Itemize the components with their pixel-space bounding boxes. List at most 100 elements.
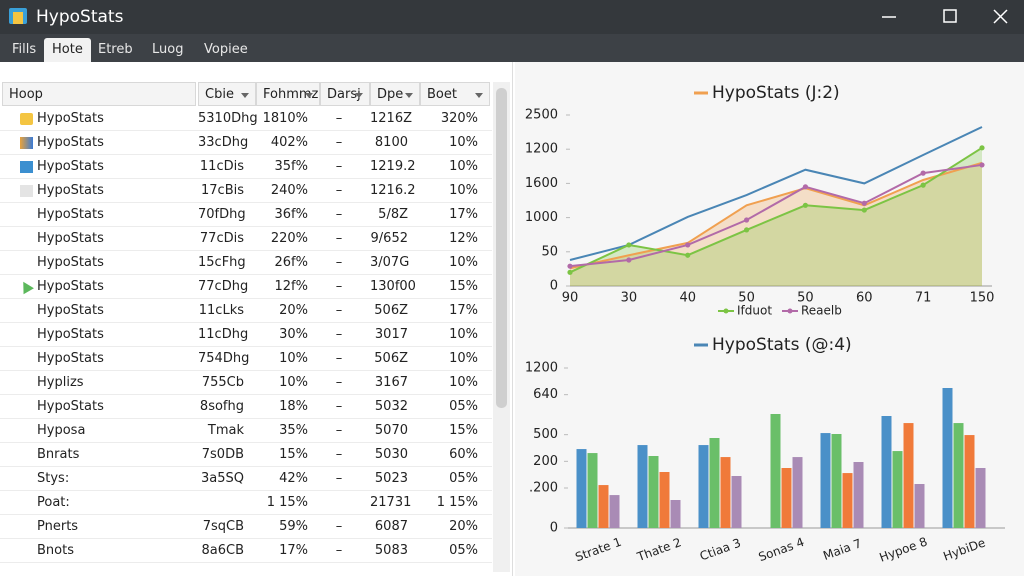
cell-value: –: [335, 231, 343, 246]
title-bar: HypoStats: [0, 0, 1024, 34]
x-tick-label: 71: [915, 291, 932, 306]
cell-value: 8100: [374, 135, 408, 150]
bar: [903, 423, 914, 528]
cell-value: 5310Dhg: [198, 111, 258, 126]
cell-value: 10%: [449, 255, 478, 270]
row-name: HypoStats: [37, 255, 104, 270]
cell-value: 130f00: [370, 279, 416, 294]
series-line: [569, 146, 983, 274]
maximize-button[interactable]: [943, 9, 957, 23]
row-name: HypoStats: [37, 399, 104, 414]
column-header[interactable]: Hoop: [2, 82, 196, 106]
cell-value: –: [335, 327, 343, 342]
cell-value: 77cDhg: [198, 279, 249, 294]
table-row[interactable]: HypoStats 11cDhg 30% – 3017 10%: [0, 323, 492, 347]
column-header[interactable]: Fohmmz: [256, 82, 320, 106]
table-row[interactable]: Hyplizs 755Cb 10% – 3167 10%: [0, 371, 492, 395]
table-row[interactable]: HypoStats 33cDhg 402% – 8100 10%: [0, 131, 492, 155]
row-name: Hyposa: [37, 423, 86, 438]
cell-value: –: [335, 111, 343, 126]
column-header[interactable]: Dpe: [370, 82, 420, 106]
scrollbar[interactable]: [493, 82, 510, 572]
cell-value: 10%: [449, 159, 478, 174]
y-tick-label: 0: [550, 521, 558, 536]
table-row[interactable]: HypoStats 11cDis 35f% – 1219.2 10%: [0, 155, 492, 179]
table-row[interactable]: HypoStats 15cFhg 26f% – 3/07G 10%: [0, 251, 492, 275]
table-row[interactable]: HypoStats 11cLks 20% – 506Z 17%: [0, 299, 492, 323]
cell-value: 8sofhg: [199, 399, 244, 414]
column-header[interactable]: Boet: [420, 82, 490, 106]
bar: [770, 414, 781, 528]
chart-title: HypoStats (J:2): [712, 83, 840, 103]
cell-value: 240%: [270, 183, 308, 198]
table-row[interactable]: Stys: 3a5SQ 42% – 5023 05%: [0, 467, 492, 491]
cell-value: 10%: [449, 135, 478, 150]
row-name: Poat:: [37, 495, 70, 510]
chart-panel: HypoStats (J:2) 0 50 1000 1600 1200 2500 90 30 40…: [515, 62, 1024, 576]
legend-label: Ifduot: [737, 304, 772, 318]
row-name: HypoStats: [37, 351, 104, 366]
cell-value: 5/8Z: [378, 207, 408, 222]
point: [685, 242, 691, 248]
column-header[interactable]: Cbie: [198, 82, 256, 106]
data-table: Hoop Cbie Fohmmz Darsj Dpe Boet HypoStats 5310D…: [0, 62, 513, 576]
table-row[interactable]: HypoStats 5310Dhg 1810% – 1216Z 320%: [0, 107, 492, 131]
table-row[interactable]: HypoStats 77cDhg 12f% – 130f00 15%: [0, 275, 492, 299]
cell-value: 5083: [374, 543, 408, 558]
y-tick-label: 1200: [525, 361, 558, 376]
menu-tab[interactable]: Luog: [152, 42, 184, 57]
app-icon: [13, 12, 23, 24]
point: [861, 200, 867, 206]
table-row[interactable]: Bnots 8a6CB 17% – 5083 05%: [0, 539, 492, 563]
cell-value: 05%: [449, 399, 478, 414]
table-row[interactable]: HypoStats 17cBis 240% – 1216.2 10%: [0, 179, 492, 203]
bar: [609, 495, 620, 528]
cell-value: 12%: [449, 231, 478, 246]
series-line: [569, 126, 983, 261]
row-name: HypoStats: [37, 183, 104, 198]
table-row[interactable]: Poat: 1 15% 21731 1 15%: [0, 491, 492, 515]
cell-value: 36f%: [274, 207, 308, 222]
cell-value: 5070: [374, 423, 408, 438]
bar: [953, 423, 964, 528]
scroll-thumb[interactable]: [496, 88, 507, 408]
cell-value: –: [335, 447, 343, 462]
column-header[interactable]: Darsj: [320, 82, 370, 106]
table-row[interactable]: HypoStats 8sofhg 18% – 5032 05%: [0, 395, 492, 419]
chart-title: HypoStats (@:4): [712, 335, 852, 355]
cell-value: 3167: [374, 375, 408, 390]
close-button[interactable]: [993, 9, 1008, 24]
cell-value: 5023: [374, 471, 408, 486]
y-tick-label: 0: [550, 279, 558, 294]
legend-swatch: [723, 308, 729, 314]
table-row[interactable]: Pnerts 7sqCB 59% – 6087 20%: [0, 515, 492, 539]
cell-value: 506Z: [374, 351, 408, 366]
cell-value: 20%: [279, 303, 308, 318]
table-row[interactable]: HypoStats 70fDhg 36f% – 5/8Z 17%: [0, 203, 492, 227]
point: [743, 217, 750, 223]
bar: [964, 435, 975, 528]
row-icon: [20, 113, 33, 125]
bar: [637, 445, 648, 528]
y-tick-label: 200: [533, 454, 558, 469]
table-row[interactable]: Hyposa Tmak 35% – 5070 15%: [0, 419, 492, 443]
bar: [709, 438, 720, 528]
table-row[interactable]: Bnrats 7s0DB 15% – 5030 60%: [0, 443, 492, 467]
menu-tab[interactable]: Etreb: [98, 42, 133, 57]
table-row[interactable]: HypoStats 77cDis 220% – 9/652 12%: [0, 227, 492, 251]
cell-value: 20%: [449, 519, 478, 534]
row-name: Bnrats: [37, 447, 80, 462]
menu-tab[interactable]: Hote: [44, 38, 91, 62]
y-tick-label: 640: [533, 387, 558, 402]
menu-tab[interactable]: Vopiee: [204, 42, 248, 57]
cell-value: 1219.2: [370, 159, 416, 174]
cell-value: 3a5SQ: [201, 471, 244, 486]
cell-value: 11cLks: [198, 303, 244, 318]
table-row[interactable]: HypoStats 754Dhg 10% – 506Z 10%: [0, 347, 492, 371]
bar: [659, 472, 670, 528]
row-name: Pnerts: [37, 519, 79, 534]
menu-tab[interactable]: Fills: [12, 42, 37, 57]
row-name: HypoStats: [37, 231, 104, 246]
cell-value: –: [335, 207, 343, 222]
row-name: HypoStats: [37, 327, 104, 342]
